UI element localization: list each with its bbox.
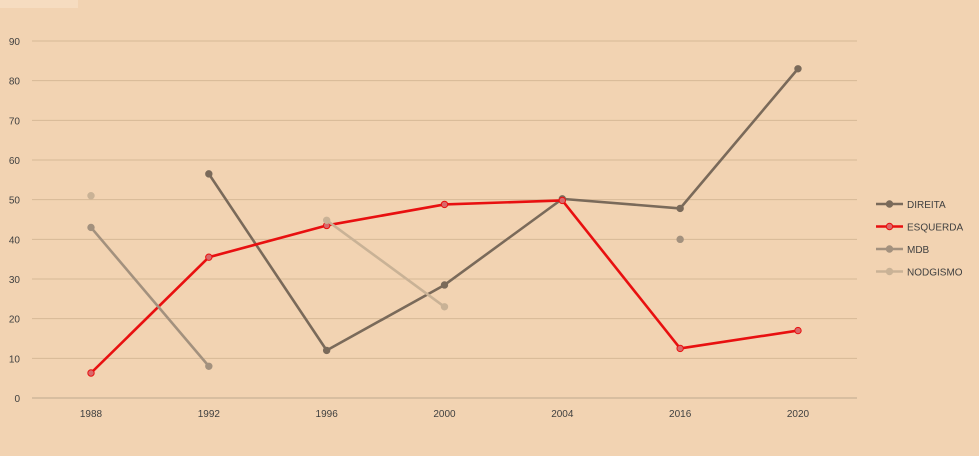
y-tick-label: 30 bbox=[9, 275, 21, 286]
legend-swatch-marker bbox=[885, 245, 894, 253]
legend-swatch-marker bbox=[885, 267, 894, 276]
series-mdb bbox=[87, 223, 684, 370]
point-esquerda bbox=[205, 253, 213, 261]
y-tick-label: 50 bbox=[9, 196, 21, 207]
point-direita bbox=[322, 346, 331, 355]
line-segment-direita bbox=[325, 283, 446, 352]
legend: DIREITA ESQUERDA MDB NODGISMO bbox=[876, 200, 963, 279]
x-tick-label: 2020 bbox=[787, 409, 810, 420]
line-segment-esquerda bbox=[561, 199, 682, 350]
legend-swatch-marker bbox=[885, 200, 894, 208]
y-tick-label: 0 bbox=[14, 394, 20, 405]
chart-corner-tab bbox=[0, 0, 78, 8]
line-segment-direita bbox=[561, 197, 682, 210]
point-nodgismo bbox=[87, 192, 95, 200]
line-segment-direita bbox=[443, 197, 564, 287]
line-segment-esquerda bbox=[443, 199, 564, 206]
y-tick-label: 20 bbox=[9, 315, 21, 326]
line-segment-mdb bbox=[89, 226, 211, 368]
point-direita bbox=[205, 170, 213, 178]
y-tick-label: 40 bbox=[9, 235, 21, 246]
axes: 0 10 20 30 40 50 60 70 80 90 1988 1992 1996 2000 2004 2… bbox=[9, 37, 810, 420]
series-esquerda bbox=[87, 196, 802, 377]
x-tick-label: 2004 bbox=[551, 409, 574, 420]
line-segment-esquerda bbox=[678, 329, 800, 350]
x-tick-label: 1992 bbox=[198, 409, 221, 420]
x-tick-label: 1996 bbox=[316, 409, 339, 420]
y-tick-label: 90 bbox=[9, 37, 21, 48]
line-segment-esquerda bbox=[325, 203, 446, 227]
legend-swatch-marker bbox=[885, 222, 894, 231]
gridlines bbox=[32, 40, 857, 399]
legend-label: NODGISMO bbox=[907, 268, 963, 279]
line-segment-esquerda bbox=[207, 224, 328, 259]
line-segment-direita bbox=[678, 67, 800, 210]
point-direita bbox=[676, 204, 684, 213]
line-segment-esquerda bbox=[89, 255, 211, 375]
series-nodgismo bbox=[87, 192, 449, 311]
point-mdb bbox=[676, 235, 684, 244]
point-nodgismo bbox=[440, 303, 449, 311]
line-segment-nodgismo bbox=[325, 218, 446, 309]
point-esquerda bbox=[676, 344, 684, 353]
series-lines bbox=[87, 65, 802, 377]
point-direita bbox=[440, 281, 449, 289]
line-segment-direita bbox=[207, 172, 328, 352]
legend-label: DIREITA bbox=[907, 200, 946, 211]
y-tick-label: 80 bbox=[9, 77, 21, 88]
point-esquerda bbox=[440, 200, 449, 209]
y-tick-label: 60 bbox=[9, 156, 21, 167]
x-tick-label: 1988 bbox=[80, 409, 103, 420]
point-mdb bbox=[87, 223, 95, 232]
x-tick-label: 2000 bbox=[433, 409, 456, 420]
legend-label: ESQUERDA bbox=[907, 223, 963, 234]
point-esquerda bbox=[558, 196, 567, 205]
series-direita bbox=[205, 65, 802, 355]
point-esquerda bbox=[794, 326, 802, 335]
point-mdb bbox=[205, 362, 213, 370]
point-nodgismo bbox=[322, 216, 331, 224]
point-esquerda bbox=[87, 369, 95, 377]
legend-label: MDB bbox=[907, 245, 930, 256]
y-tick-label: 70 bbox=[9, 116, 21, 127]
y-tick-label: 10 bbox=[9, 354, 21, 365]
point-direita bbox=[794, 65, 802, 73]
x-tick-label: 2016 bbox=[669, 409, 692, 420]
